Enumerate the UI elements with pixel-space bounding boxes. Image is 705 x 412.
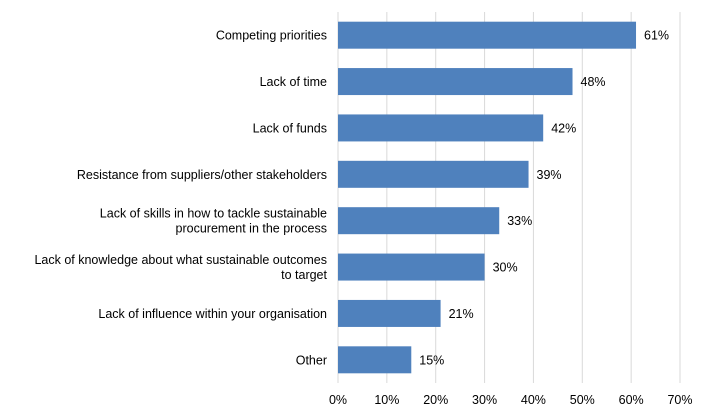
category-label: Other (296, 353, 327, 367)
data-label: 21% (449, 307, 474, 321)
bar (338, 253, 485, 281)
data-label: 15% (419, 353, 444, 367)
data-labels: 61% 48% 42% 39% 33% 30% 21% 15% (419, 29, 669, 368)
category-labels: Competing priorities Lack of time Lack of … (34, 29, 327, 368)
data-label: 48% (581, 75, 606, 89)
data-label: 42% (551, 121, 576, 135)
bar (338, 346, 412, 374)
category-label: Lack of skills in how to tackle sustaina… (100, 207, 327, 236)
bar (338, 299, 441, 327)
data-label: 33% (507, 214, 532, 228)
category-label: Competing priorities (216, 29, 327, 43)
category-label: Lack of time (260, 75, 327, 89)
x-tick-label: 70% (667, 393, 692, 407)
x-tick-label: 0% (329, 393, 347, 407)
data-label: 61% (644, 29, 669, 43)
category-label: Lack of funds (253, 121, 327, 135)
x-tick-label: 60% (619, 393, 644, 407)
x-tick-label: 10% (374, 393, 399, 407)
bar (338, 160, 529, 188)
category-label: Resistance from suppliers/other stakehol… (77, 168, 327, 182)
category-label: Lack of knowledge about what sustainable… (34, 253, 327, 282)
bar (338, 68, 573, 96)
x-tick-label: 20% (423, 393, 448, 407)
x-tick-label: 50% (570, 393, 595, 407)
category-label: Lack of influence within your organisati… (98, 307, 327, 321)
data-label: 30% (493, 261, 518, 275)
bar (338, 114, 544, 142)
data-label: 39% (537, 168, 562, 182)
x-axis-tick-labels: 0% 10% 20% 30% 40% 50% 60% 70% (329, 393, 693, 407)
bar (338, 21, 637, 49)
bar (338, 207, 500, 235)
x-tick-label: 30% (472, 393, 497, 407)
x-tick-label: 40% (521, 393, 546, 407)
bars (338, 21, 637, 374)
gridlines (337, 12, 681, 383)
